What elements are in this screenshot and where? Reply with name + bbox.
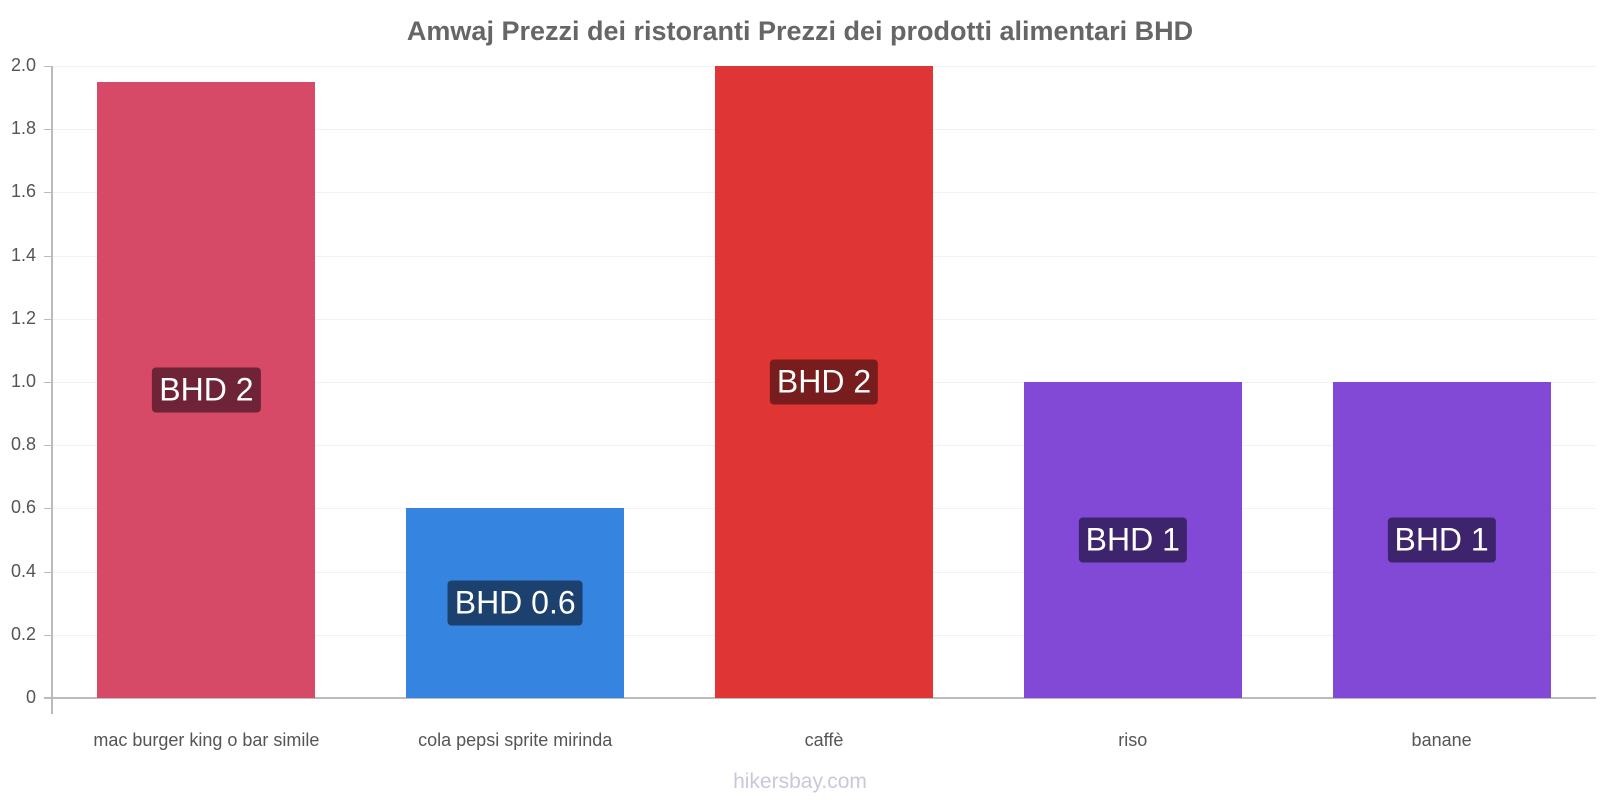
y-tick-mark xyxy=(44,129,52,131)
chart-title: Amwaj Prezzi dei ristoranti Prezzi dei p… xyxy=(406,16,1194,46)
y-tick-mark xyxy=(44,382,52,383)
y-tick-mark xyxy=(44,192,52,194)
bar-value-label: BHD 1 xyxy=(1078,517,1187,563)
watermark: hikersbay.com xyxy=(733,770,867,793)
y-tick-label: 0 xyxy=(25,687,36,707)
y-tick-mark xyxy=(44,66,52,67)
bar-value-label: BHD 1 xyxy=(1387,517,1496,563)
y-tick-label: 2.0 xyxy=(10,55,36,75)
y-tick-mark xyxy=(44,571,52,573)
y-tick-label: 0.8 xyxy=(10,434,36,455)
bar-value-label: BHD 0.6 xyxy=(447,580,583,626)
y-tick-label: 1.4 xyxy=(10,244,36,265)
bar-value-label: BHD 2 xyxy=(152,367,261,413)
y-tick-label: 0.6 xyxy=(10,497,36,518)
x-tick-label: banane xyxy=(1411,730,1472,750)
y-axis-line xyxy=(51,66,53,714)
y-tick-label: 1.2 xyxy=(10,307,36,328)
bar-value-label: BHD 2 xyxy=(769,359,879,405)
y-tick-mark xyxy=(44,318,52,320)
y-tick-label: 1.6 xyxy=(10,181,36,202)
y-tick-label: 0.2 xyxy=(10,623,36,644)
y-tick-label: 1.0 xyxy=(10,371,36,391)
x-tick-label: caffè xyxy=(804,730,844,750)
y-tick-mark xyxy=(44,445,52,447)
x-tick-label: riso xyxy=(1118,730,1148,750)
y-tick-mark xyxy=(44,634,52,636)
x-tick-label: cola pepsi sprite mirinda xyxy=(418,730,613,750)
x-tick-label: mac burger king o bar simile xyxy=(93,730,320,750)
y-tick-mark xyxy=(44,508,52,510)
y-tick-mark xyxy=(44,255,52,257)
y-tick-label: 1.8 xyxy=(10,118,36,139)
y-tick-label: 0.4 xyxy=(10,560,36,581)
x-axis-line xyxy=(44,697,1596,699)
